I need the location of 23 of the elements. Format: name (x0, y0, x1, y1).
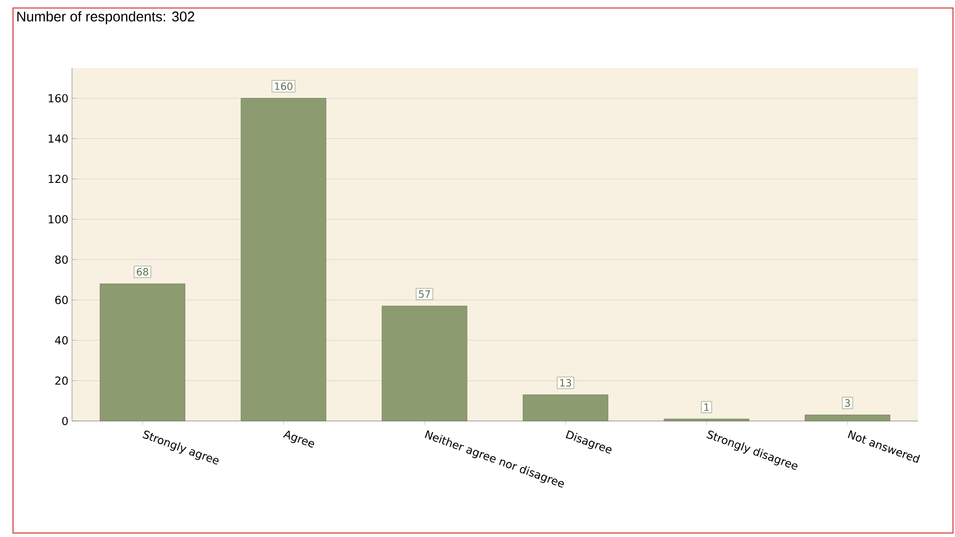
y-tick-label: 140 (48, 134, 68, 143)
bar (522, 394, 608, 422)
y-tick-label: 120 (48, 174, 68, 184)
y-tick-label: 160 (48, 94, 68, 102)
bar (804, 414, 890, 422)
data-label: 1 (704, 403, 709, 411)
bar (240, 98, 326, 422)
y-tick-label: 0 (62, 416, 68, 426)
y-tick-label: 80 (55, 255, 68, 264)
bar (100, 284, 186, 422)
x-tick-label: Agree (282, 430, 314, 448)
bar (664, 418, 750, 422)
data-label: 68 (136, 268, 148, 276)
data-label: 160 (275, 82, 292, 90)
data-label: 13 (560, 379, 572, 387)
y-tick-label: 100 (48, 215, 68, 224)
y-tick-label: 20 (55, 376, 68, 385)
y-tick-label: 40 (55, 336, 68, 344)
data-label: 3 (845, 399, 850, 407)
chart-title: Number of respondents: 302 (17, 11, 194, 24)
y-tick-label: 60 (55, 296, 68, 304)
data-label: 57 (418, 290, 430, 298)
bar (382, 306, 468, 422)
